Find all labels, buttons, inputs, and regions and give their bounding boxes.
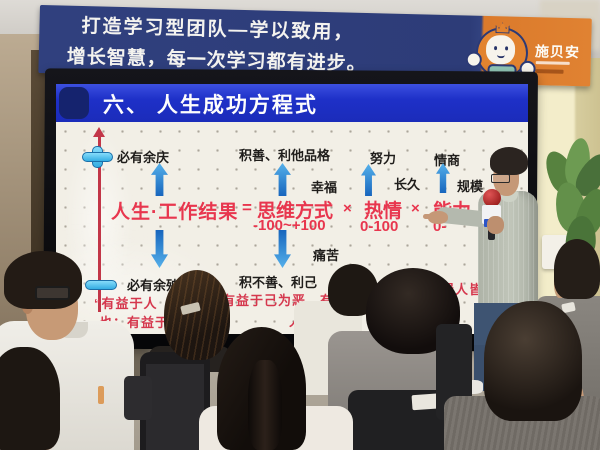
label-pain: 痛苦 (313, 248, 340, 263)
down-arrow-icon (274, 230, 291, 268)
label-good-deeds: 积善、利他品格 (239, 148, 331, 163)
brand-subtext-bar (535, 69, 564, 74)
label-scale: 规模 (457, 179, 484, 194)
label-misfortune: 必有余殃 (127, 278, 180, 293)
banner-slogan-line1: 打造学习型团队—学以致用， (81, 16, 355, 44)
presenter-mic-hand (487, 216, 504, 234)
brand-tagline-bar (535, 61, 570, 65)
label-longevity: 长久 (394, 177, 421, 192)
microphone-icon (483, 189, 501, 207)
equation-term-passion: 热情 (364, 201, 403, 222)
equation-times: × (411, 200, 420, 217)
glasses-icon (491, 174, 510, 183)
presenter-hair (490, 147, 528, 175)
label-eq: 情商 (434, 153, 461, 168)
up-arrow-icon (151, 163, 168, 196)
chair-armrest (124, 376, 152, 420)
equation-range2: 0-100 (360, 218, 399, 235)
quote-fragment: “有益于人 (94, 296, 158, 311)
brand-name: 施贝安 (534, 43, 581, 61)
glasses-icon (35, 286, 70, 300)
axis-arrow-icon (93, 127, 105, 137)
up-arrow-icon (274, 163, 291, 196)
label-happiness: 幸福 (311, 180, 338, 195)
slide-title-tab (59, 87, 89, 119)
axis-line (98, 136, 101, 312)
slide: 六、 人生成功方程式 必有余庆 积善、利他品格 努力 情商 幸福 长久 规模 人… (56, 84, 528, 334)
plus-icon (82, 152, 113, 162)
slide-title: 六、 人生成功方程式 (103, 94, 318, 117)
label-bad-deeds: 积不善、利己 (239, 275, 318, 290)
minus-icon (85, 280, 117, 290)
equation-times: × (343, 200, 352, 217)
up-arrow-icon (361, 164, 376, 196)
equation-range1: -100~+100 (253, 217, 326, 234)
label-effort: 努力 (370, 151, 397, 166)
equation-term-mindset: 思维方式 (257, 201, 334, 222)
equation-equals: = (242, 198, 252, 217)
label-blessing: 必有余庆 (117, 150, 170, 165)
slide-title-bar (56, 84, 528, 122)
equation-lhs: 人生·工作结果 (111, 202, 239, 223)
